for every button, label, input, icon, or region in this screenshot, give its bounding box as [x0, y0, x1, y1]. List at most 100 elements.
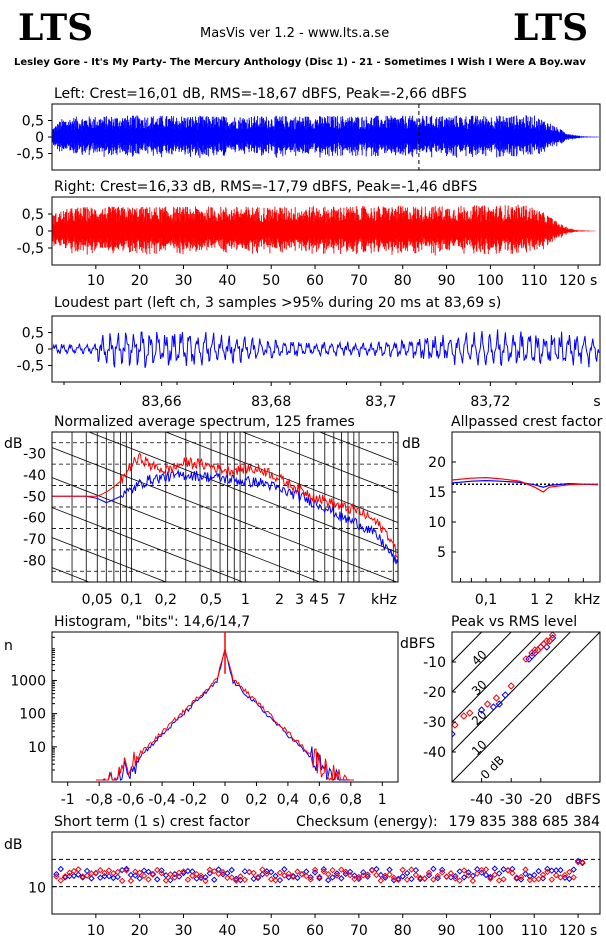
spec-slope-line — [52, 507, 244, 582]
stcrest-point-right — [114, 868, 121, 876]
hist-ylabel: n — [4, 638, 13, 654]
spectrum-left-line — [52, 468, 398, 565]
right_waveform-waveform — [52, 204, 597, 256]
stcrest-point-right — [294, 868, 301, 875]
stcrest-point-right — [285, 870, 292, 877]
stcrest-xtick-label: 120 s — [559, 923, 597, 939]
stcrest-point-left — [114, 873, 121, 881]
stcrest-point-left — [408, 875, 415, 883]
hist-xtick-label: 0,2 — [245, 792, 267, 808]
stcrest-point-right — [390, 874, 398, 881]
stcrest-point-left — [276, 876, 284, 884]
pvr-point-left — [543, 643, 551, 651]
stcrest-point-right — [399, 866, 406, 874]
stcrest-point-left — [399, 873, 406, 880]
stcrest-point-right — [136, 869, 143, 876]
stcrest-point-left — [338, 875, 345, 882]
stcrest-point-right — [118, 877, 126, 885]
stcrest-point-left — [360, 869, 367, 876]
stcrest-xtick-label: 20 — [131, 923, 149, 939]
stcrest-point-right — [184, 876, 192, 883]
stcrest-point-right — [127, 877, 135, 885]
spec-slope-line — [52, 537, 167, 582]
hist-ytick-label: 100 — [19, 707, 46, 723]
stcrest-point-left — [548, 867, 555, 874]
right_waveform-title: Right: Crest=16,33 dB, RMS=-17,79 dBFS, … — [54, 179, 477, 195]
stcrest-point-right — [355, 873, 363, 881]
stcrest-point-left — [500, 866, 507, 873]
stcrest-point-right — [83, 872, 91, 879]
stcrest-point-right — [267, 876, 275, 883]
stcrest-point-left — [482, 871, 490, 879]
stcrest-point-right — [97, 866, 104, 874]
stcrest-point-left — [66, 872, 73, 880]
hist-xtick-label: -0,4 — [148, 792, 175, 808]
stcrest-point-left — [544, 865, 551, 873]
stcrest-point-right — [70, 867, 78, 875]
spec-slope-line — [12, 612, 442, 780]
stcrest-point-right — [241, 876, 249, 884]
stcrest-point-right — [180, 868, 187, 875]
pvr-point-left — [477, 706, 486, 714]
xtick-label: 83,7 — [365, 394, 396, 410]
spec-xtick-label: 7 — [337, 592, 346, 608]
pvr-frame — [451, 631, 601, 783]
pvr-title: Peak vs RMS level — [451, 614, 577, 630]
stcrest-point-right — [443, 873, 450, 880]
stcrest-point-right — [329, 866, 336, 874]
ytick-label: 0 — [35, 224, 44, 240]
stcrest-point-right — [342, 868, 349, 875]
stcrest-ytick-label: 10 — [28, 881, 46, 897]
stcrest-point-right — [504, 866, 512, 874]
spec-xtick-label: 3 — [295, 592, 304, 608]
stcrest-point-right — [408, 866, 415, 873]
stcrest-point-right — [574, 858, 582, 866]
stcrest-point-right — [254, 873, 262, 881]
stcrest-point-left — [175, 873, 183, 880]
checksum-value: 179 835 388 685 384 — [449, 814, 601, 830]
spec-ytick-label: -30 — [23, 446, 46, 462]
pvr-ytick-label: -10 — [423, 655, 446, 671]
stcrest-point-left — [425, 872, 433, 879]
crest-frame — [451, 431, 601, 583]
stcrest-point-right — [368, 867, 376, 874]
stcrest-point-left — [57, 865, 64, 873]
stcrest-point-right — [154, 866, 161, 874]
spec-xtick-label: 0,2 — [155, 592, 177, 608]
spec-xtick-label: 0,05 — [82, 592, 113, 608]
spec-xunit: kHz — [371, 592, 397, 608]
stcrest-point-left — [460, 874, 468, 881]
stcrest-point-left — [373, 865, 380, 873]
stcrest-point-left — [478, 869, 485, 876]
crest-xtick-label: 0,1 — [475, 592, 497, 608]
stcrest-point-right — [132, 868, 139, 875]
pvr-crest-label: 40 — [469, 647, 490, 668]
spectrum-frame — [51, 431, 399, 583]
loudest-title: Loudest part (left ch, 3 samples >95% du… — [54, 295, 501, 311]
pvr-point-right — [507, 682, 515, 690]
hist-ytick-label: 10 — [28, 740, 46, 756]
stcrest-point-left — [539, 875, 547, 882]
spectrum-group — [12, 432, 442, 780]
stcrest-point-left — [561, 874, 569, 881]
stcrest-point-right — [105, 867, 113, 874]
stcrest-point-right — [162, 877, 170, 884]
stcrest-point-right — [495, 877, 503, 884]
crest-left-line — [451, 479, 599, 488]
ytick-label: 0,5 — [22, 326, 44, 342]
stcrest-point-left — [509, 865, 516, 873]
ytick-label: 0 — [35, 342, 44, 358]
stcrest-point-right — [149, 871, 157, 878]
pvr-point-right — [460, 712, 468, 720]
stcrest-point-left — [329, 874, 336, 881]
stcrest-point-right — [140, 872, 148, 880]
ytick-label: 0,5 — [22, 207, 44, 223]
spec-xtick-label: 4 — [309, 592, 318, 608]
crest-xunit: kHz — [574, 592, 600, 608]
xtick-label: 83,72 — [470, 394, 510, 410]
crest-ytick-label: 15 — [428, 485, 446, 501]
pvr-point-right — [545, 637, 554, 645]
xtick-label: 100 — [477, 273, 504, 289]
stcrest-point-left — [154, 876, 161, 883]
xtick-label: 80 — [394, 273, 412, 289]
